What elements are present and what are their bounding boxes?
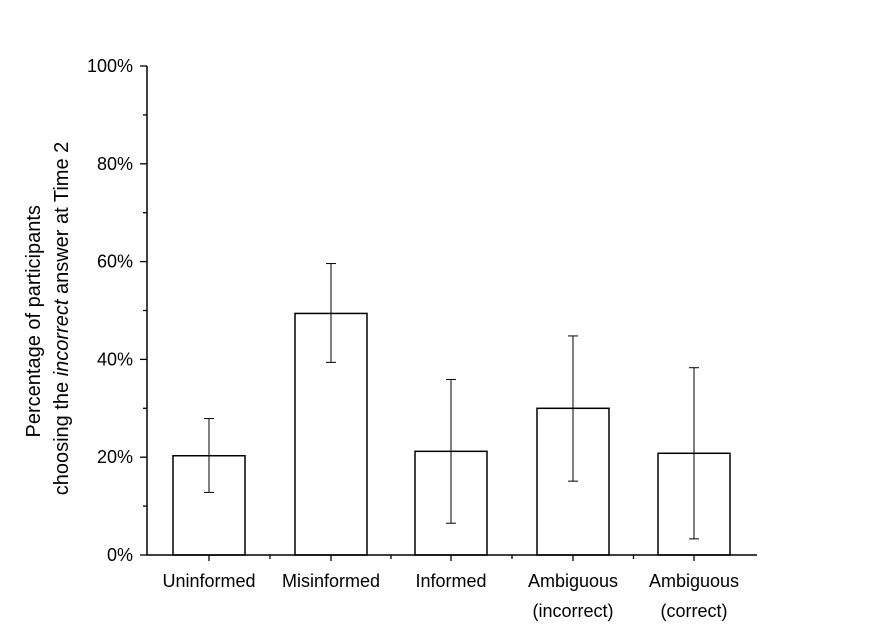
x-tick-label-4-line-1: (correct) (661, 601, 728, 621)
x-tick-label-4: Ambiguous (correct) (649, 571, 739, 621)
y-axis-label-line2-pre: choosing the (51, 376, 73, 495)
y-tick-label-0: 0% (107, 545, 133, 565)
x-tick-label-1: Misinformed (282, 571, 380, 591)
x-tick-label-2: Informed (415, 571, 486, 591)
x-tick-label-2-line-0: Informed (415, 571, 486, 591)
error-bars-layer (204, 263, 699, 540)
y-tick-label-2: 40% (97, 349, 133, 369)
y-axis-label: Percentage of participants choosing the … (23, 142, 73, 496)
y-axis-label-line2-italic: incorrect (51, 298, 73, 376)
y-tick-label-5: 100% (87, 56, 133, 76)
y-axis-label-line1: Percentage of participants (23, 205, 45, 437)
y-axis-label-line2: choosing the incorrect answer at Time 2 (51, 142, 73, 496)
x-tick-label-0-line-0: Uninformed (162, 571, 255, 591)
y-tick-label-1: 20% (97, 447, 133, 467)
axes-layer (140, 65, 757, 561)
y-axis-label-line2-post: answer at Time 2 (51, 142, 73, 300)
x-tick-label-0: Uninformed (162, 571, 255, 591)
y-tick-label-3: 60% (97, 252, 133, 272)
labels-layer: 0% 20% 40% 60% 80% 100% Uninformed Misinformed I… (87, 56, 739, 621)
x-tick-label-4-line-0: Ambiguous (649, 571, 739, 591)
y-tick-label-4: 80% (97, 154, 133, 174)
x-tick-label-3-line-0: Ambiguous (528, 571, 618, 591)
x-tick-label-3-line-1: (incorrect) (532, 601, 613, 621)
x-tick-label-1-line-0: Misinformed (282, 571, 380, 591)
x-tick-label-3: Ambiguous (incorrect) (528, 571, 618, 621)
